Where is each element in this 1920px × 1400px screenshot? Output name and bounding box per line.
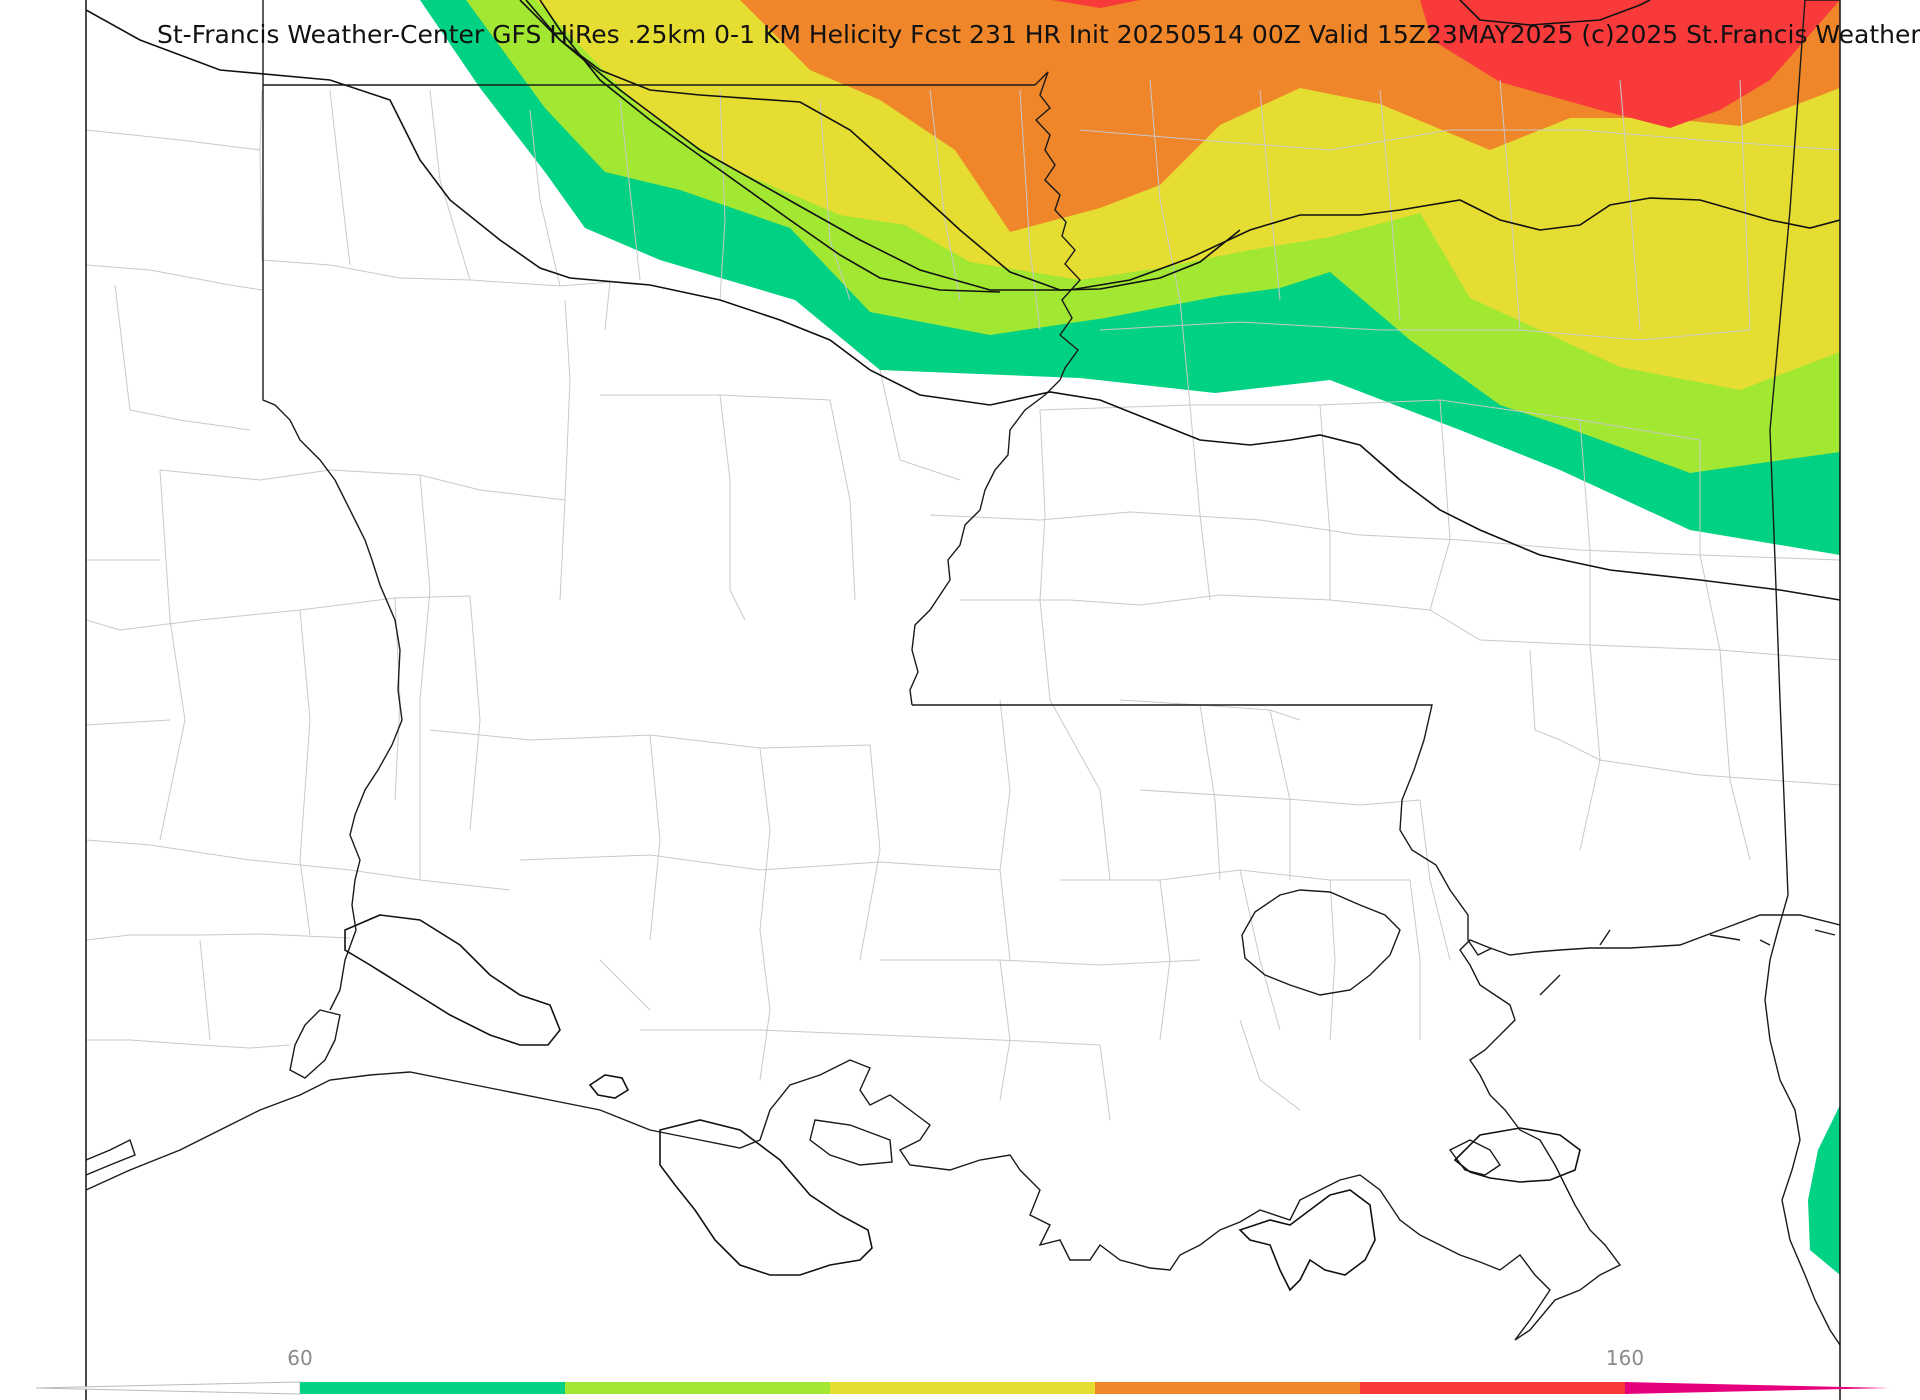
county-boundaries bbox=[86, 79, 1840, 1121]
colorbar-segment bbox=[1360, 1382, 1626, 1394]
contour-oval-delta bbox=[1238, 1189, 1376, 1292]
colorbar: 60 160 bbox=[35, 1346, 1890, 1395]
map-title: St-Francis Weather-Center GFS HiRes .25k… bbox=[157, 20, 1920, 49]
colorbar-segments bbox=[300, 1382, 1626, 1394]
west-coast-inlet bbox=[86, 1139, 136, 1176]
ms-al-border bbox=[1769, 0, 1840, 896]
colorbar-upper-triangle bbox=[1625, 1382, 1890, 1394]
breton-sound-shore bbox=[1448, 1139, 1501, 1176]
coastal-island-1 bbox=[809, 1119, 893, 1166]
colorbar-segment bbox=[300, 1382, 566, 1394]
helicity-bands bbox=[420, 0, 1840, 1275]
colorbar-segment bbox=[830, 1382, 1096, 1394]
helicity-contours bbox=[86, 0, 1840, 1292]
contour-oval-south bbox=[659, 1119, 873, 1276]
mobile-bay bbox=[1764, 894, 1840, 1346]
colorbar-label-60: 60 bbox=[287, 1346, 312, 1370]
la-ms-border-31st bbox=[912, 704, 1493, 956]
chandeleur-islands bbox=[1539, 929, 1836, 996]
colorbar-label-160: 160 bbox=[1606, 1346, 1644, 1370]
ar-la-border bbox=[1034, 71, 1081, 381]
state-boundaries bbox=[86, 0, 1840, 1346]
lake-pontchartrain bbox=[1241, 889, 1401, 996]
gulf-coastline bbox=[86, 914, 1840, 1341]
contour-oval-east bbox=[1453, 1127, 1581, 1183]
contour-oval-west bbox=[344, 914, 561, 1046]
colorbar-segment bbox=[1095, 1382, 1361, 1394]
tx-la-border bbox=[262, 0, 1035, 1011]
contour-oval-small bbox=[588, 1074, 630, 1099]
calcasieu-lake bbox=[289, 1009, 341, 1079]
band-red bbox=[1052, 0, 1840, 128]
colorbar-segment bbox=[565, 1382, 831, 1394]
band-green-se bbox=[1808, 1105, 1840, 1275]
ms-river-border bbox=[909, 379, 1061, 706]
